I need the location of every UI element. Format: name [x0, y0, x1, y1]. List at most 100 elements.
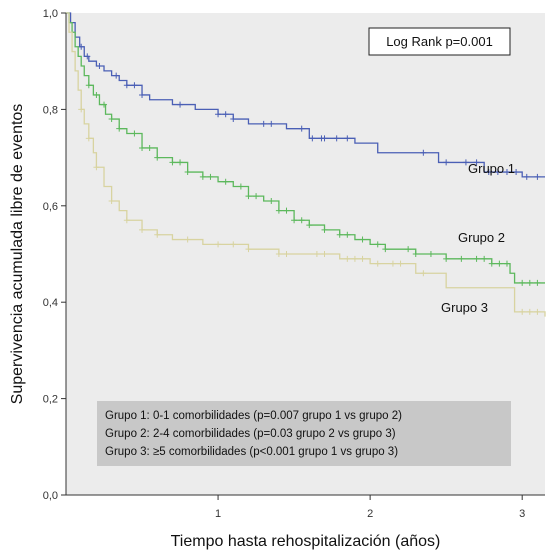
censor-mark-grupo-2 [139, 144, 146, 151]
censor-mark-grupo-3 [359, 255, 366, 262]
censor-mark-grupo-1 [503, 169, 510, 176]
series-labels: Grupo 1 Grupo 2 Grupo 3 [441, 161, 515, 315]
censor-mark-grupo-3 [519, 308, 526, 315]
censor-mark-grupo-2 [382, 246, 389, 253]
censor-mark-grupo-2 [101, 101, 108, 108]
note-line-grupo-3: Grupo 3: ≥5 comorbilidades (p<0.001 grup… [105, 446, 398, 458]
censor-mark-grupo-2 [519, 279, 526, 286]
censor-mark-grupo-1 [123, 82, 130, 89]
censor-mark-grupo-1 [215, 111, 222, 118]
censor-mark-grupo-2 [412, 251, 419, 257]
censor-mark-grupo-3 [534, 308, 541, 315]
censor-mark-grupo-1 [513, 169, 520, 176]
censor-mark-grupo-2 [359, 236, 366, 243]
series-grupo-3 [66, 12, 546, 317]
censor-mark-grupo-1 [139, 91, 146, 98]
censor-mark-grupo-3 [313, 251, 320, 257]
censor-mark-grupo-3 [215, 241, 222, 248]
censor-mark-grupo-3 [389, 260, 396, 267]
censor-mark-grupo-2 [184, 169, 191, 176]
y-tick-label: 0,0 [43, 490, 58, 502]
censor-mark-grupo-3 [123, 217, 130, 224]
comorbidity-note-box: Grupo 1: 0-1 comorbilidades (p=0.007 gru… [97, 401, 511, 466]
note-line-grupo-2: Grupo 2: 2-4 comorbilidades (p=0.03 grup… [105, 428, 396, 440]
censor-mark-grupo-1 [420, 149, 427, 156]
censor-mark-grupo-2 [336, 231, 343, 238]
survival-curve-grupo-1 [66, 12, 545, 178]
censor-mark-grupo-1 [344, 135, 351, 142]
censor-mark-grupo-1 [473, 159, 480, 166]
censor-mark-grupo-3 [374, 260, 381, 267]
axes [65, 13, 545, 496]
censor-mark-grupo-2 [146, 144, 153, 151]
series-grupo-2 [66, 12, 545, 286]
x-tick-label: 1 [215, 508, 221, 520]
censor-mark-grupo-1 [298, 125, 305, 132]
censor-mark-grupo-2 [222, 178, 229, 185]
survival-curve-grupo-3 [66, 12, 546, 317]
censor-mark-grupo-3 [351, 255, 358, 262]
censor-mark-grupo-1 [309, 135, 316, 142]
censor-mark-grupo-1 [494, 169, 501, 176]
censor-mark-grupo-3 [275, 251, 282, 257]
y-tick-label: 0,2 [43, 394, 58, 406]
y-tick-label: 0,6 [43, 201, 58, 213]
censor-mark-grupo-2 [496, 260, 503, 267]
censor-mark-grupo-3 [420, 270, 427, 277]
censor-mark-grupo-1 [321, 135, 328, 142]
censor-mark-grupo-2 [108, 116, 115, 123]
censor-mark-grupo-2 [473, 255, 480, 262]
series-marks [66, 12, 546, 317]
censor-mark-grupo-3 [397, 260, 404, 267]
censor-mark-grupo-2 [169, 159, 176, 166]
censor-mark-grupo-2 [245, 193, 252, 200]
censor-mark-grupo-3 [245, 246, 252, 253]
censor-mark-grupo-2 [268, 197, 275, 204]
note-line-grupo-1: Grupo 1: 0-1 comorbilidades (p=0.007 gru… [105, 410, 402, 422]
censor-mark-grupo-3 [85, 135, 92, 142]
censor-mark-grupo-2 [116, 125, 123, 132]
censor-mark-grupo-2 [283, 207, 290, 214]
censor-mark-grupo-2 [503, 260, 510, 267]
censor-mark-grupo-1 [485, 169, 492, 176]
censor-mark-grupo-2 [534, 279, 541, 286]
x-tick-label: 2 [367, 508, 373, 520]
series-label-grupo-3: Grupo 3 [441, 300, 488, 315]
censor-mark-grupo-3 [93, 164, 100, 171]
censor-mark-grupo-1 [268, 120, 275, 127]
x-tick-label: 3 [519, 508, 525, 520]
censor-mark-grupo-2 [344, 231, 351, 238]
censor-mark-grupo-3 [184, 236, 191, 243]
x-axis-title: Tiempo hasta rehospitalización (años) [171, 533, 441, 550]
censor-mark-grupo-2 [427, 251, 434, 257]
censor-mark-grupo-2 [207, 173, 214, 180]
censor-mark-grupo-3 [78, 106, 85, 113]
y-axis-title: Supervivencia acumulada libre de eventos [9, 104, 26, 405]
censor-mark-grupo-2 [306, 222, 313, 229]
censor-mark-grupo-3 [154, 231, 161, 238]
censor-mark-grupo-2 [291, 217, 298, 224]
y-tick-label: 1,0 [43, 8, 58, 20]
censor-mark-grupo-3 [526, 308, 533, 315]
censor-mark-grupo-2 [93, 91, 100, 98]
censor-mark-grupo-1 [96, 63, 103, 70]
censor-mark-grupo-2 [458, 255, 465, 262]
censor-mark-grupo-2 [85, 82, 92, 89]
censor-mark-grupo-2 [298, 217, 305, 224]
censor-mark-grupo-2 [443, 255, 450, 262]
censor-mark-grupo-1 [131, 82, 138, 89]
censor-mark-grupo-2 [526, 279, 533, 286]
censor-mark-grupo-3 [321, 251, 328, 257]
censor-mark-grupo-2 [481, 255, 488, 262]
censor-mark-grupo-2 [374, 241, 381, 248]
censor-mark-grupo-2 [488, 260, 495, 267]
log-rank-box: Log Rank p=0.001 [368, 27, 511, 56]
censor-mark-grupo-1 [523, 173, 530, 180]
censor-mark-grupo-2 [321, 226, 328, 233]
censor-mark-grupo-1 [260, 120, 267, 127]
censor-mark-grupo-3 [344, 255, 351, 262]
y-tick-label: 0,8 [43, 104, 58, 116]
censor-mark-grupo-3 [108, 197, 115, 204]
y-tick-label: 0,4 [43, 297, 58, 309]
